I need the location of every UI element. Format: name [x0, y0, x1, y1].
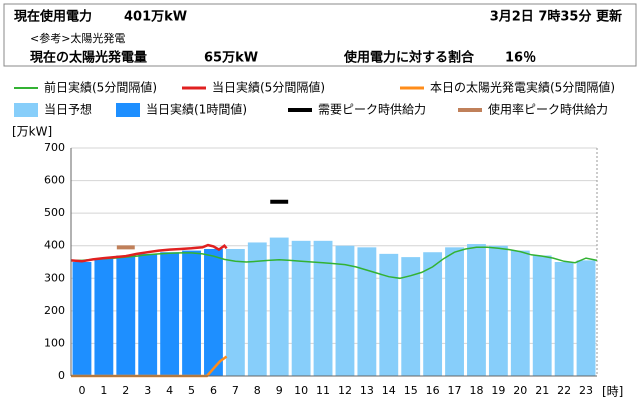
bar — [269, 237, 289, 376]
bar — [357, 247, 377, 376]
x-tick-label: 3 — [144, 384, 151, 397]
bar — [510, 250, 530, 376]
x-tick-label: 20 — [513, 384, 527, 397]
legend-label: 使用率ピーク時供給力 — [488, 102, 608, 117]
bar — [225, 248, 245, 376]
y-tick-label: 0 — [58, 369, 65, 382]
bar — [423, 252, 443, 376]
updated: 3月2日 7時35分 更新 — [490, 9, 622, 25]
y-tick-label: 200 — [44, 304, 65, 317]
x-tick-label: 22 — [557, 384, 571, 397]
y-tick-label: 400 — [44, 239, 65, 252]
bar — [379, 253, 399, 376]
bar — [445, 247, 464, 376]
x-tick-label: 4 — [166, 384, 173, 397]
bar — [291, 240, 311, 376]
bar — [401, 257, 421, 376]
x-tick-label: 11 — [316, 384, 330, 397]
bar — [488, 245, 508, 376]
y-tick-label: 600 — [44, 174, 65, 187]
bar — [72, 262, 92, 376]
legend-label: 当日実績(1時間値) — [146, 102, 247, 117]
usage-label: 現在使用電力 — [14, 9, 92, 25]
ratio-label: 使用電力に対する割合 — [343, 50, 475, 66]
bar — [467, 244, 486, 376]
usage-value: 401万kW — [124, 10, 187, 25]
solar-label: 現在の太陽光発電量 — [30, 50, 147, 66]
x-tick-label: 15 — [404, 384, 418, 397]
x-tick-label: 6 — [210, 384, 217, 397]
bar — [138, 253, 158, 376]
y-tick-label: 700 — [44, 141, 65, 154]
x-tick-label: 9 — [276, 384, 283, 397]
x-tick-label: 10 — [294, 384, 308, 397]
legend-label: 需要ピーク時供給力 — [318, 103, 426, 117]
x-axis-label: [時] — [602, 385, 623, 399]
bar — [116, 255, 136, 376]
legend-label: 当日予想 — [44, 102, 92, 117]
x-tick-label: 18 — [469, 384, 483, 397]
x-tick-label: 12 — [338, 384, 352, 397]
bar — [204, 248, 223, 376]
y-axis-label: [万kW] — [12, 125, 52, 139]
y-tick-label: 300 — [44, 271, 65, 284]
legend-swatch — [14, 103, 38, 117]
x-tick-label: 16 — [426, 384, 440, 397]
bar — [335, 245, 355, 376]
line — [71, 246, 598, 280]
legend-label: 前日実績(5分間隔値) — [44, 80, 157, 95]
legend-label: 本日の太陽光発電実績(5分間隔値) — [430, 80, 615, 95]
x-tick-label: 7 — [232, 384, 239, 397]
line — [70, 243, 228, 263]
x-tick-label: 23 — [579, 384, 593, 397]
x-tick-label: 1 — [100, 384, 107, 397]
x-tick-label: 0 — [78, 384, 85, 397]
x-tick-label: 8 — [254, 384, 261, 397]
y-tick-label: 500 — [44, 206, 65, 219]
ratio-value: 16％ — [505, 51, 536, 66]
x-tick-label: 17 — [448, 384, 462, 397]
x-tick-label: 19 — [491, 384, 505, 397]
y-tick-label: 100 — [44, 336, 65, 349]
bar — [94, 258, 114, 376]
bar — [554, 262, 574, 376]
x-tick-label: 14 — [382, 384, 396, 397]
x-tick-label: 13 — [360, 384, 374, 397]
x-tick-label: 2 — [122, 384, 129, 397]
legend-swatch — [116, 103, 140, 117]
bar — [576, 260, 596, 376]
x-tick-label: 21 — [535, 384, 549, 397]
legend-label: 当日実績(5分間隔値) — [212, 80, 325, 95]
bar — [313, 240, 333, 376]
x-tick-label: 5 — [188, 384, 195, 397]
bar — [160, 252, 180, 376]
bar — [182, 250, 201, 376]
bar — [532, 255, 552, 376]
bar — [247, 242, 267, 376]
reference: <参考>太陽光発電 — [30, 31, 125, 45]
header-box — [3, 3, 637, 67]
solar-value: 65万kW — [204, 51, 258, 66]
